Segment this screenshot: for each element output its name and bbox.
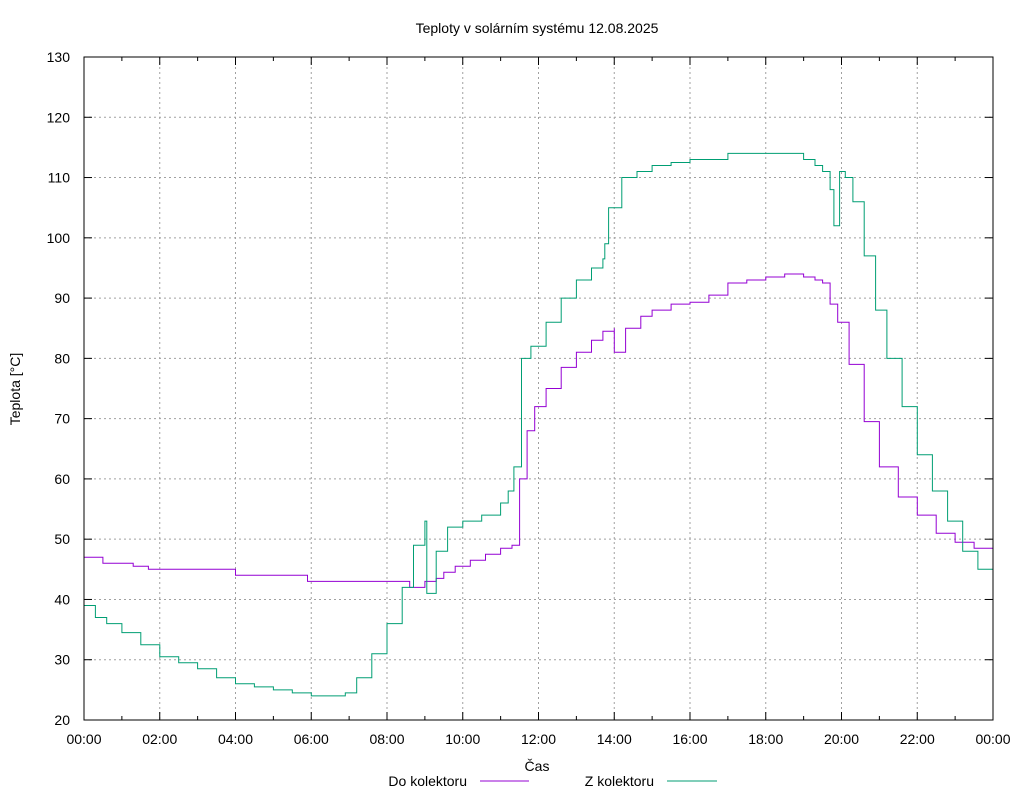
y-tick-label: 130 bbox=[47, 49, 71, 65]
y-tick-label: 50 bbox=[54, 531, 70, 547]
y-tick-label: 30 bbox=[54, 652, 70, 668]
y-tick-label: 20 bbox=[54, 712, 70, 728]
x-tick-label: 20:00 bbox=[824, 731, 859, 747]
x-tick-label: 22:00 bbox=[900, 731, 935, 747]
legend-label-1: Z kolektoru bbox=[585, 773, 654, 789]
y-tick-label: 90 bbox=[54, 290, 70, 306]
y-tick-label: 60 bbox=[54, 471, 70, 487]
x-tick-label: 12:00 bbox=[521, 731, 556, 747]
x-tick-label: 18:00 bbox=[748, 731, 783, 747]
y-tick-label: 120 bbox=[47, 109, 71, 125]
x-tick-label: 02:00 bbox=[142, 731, 177, 747]
y-tick-label: 80 bbox=[54, 350, 70, 366]
chart-title: Teploty v solárním systému 12.08.2025 bbox=[416, 20, 659, 36]
legend: Do kolektoru Z kolektoru bbox=[388, 773, 717, 789]
x-tick-label: 16:00 bbox=[672, 731, 707, 747]
series-line-0 bbox=[84, 273, 994, 588]
y-tick-label: 40 bbox=[54, 591, 70, 607]
y-tick-label: 110 bbox=[48, 170, 71, 186]
x-tick-label: 00:00 bbox=[975, 731, 1010, 747]
grid bbox=[84, 57, 993, 720]
series-line-1 bbox=[84, 152, 994, 697]
x-axis-label: Čas bbox=[525, 758, 550, 774]
legend-label-0: Do kolektoru bbox=[388, 773, 467, 789]
x-tick-label: 14:00 bbox=[597, 731, 632, 747]
x-tick-label: 08:00 bbox=[369, 731, 404, 747]
x-tick-label: 04:00 bbox=[218, 731, 253, 747]
x-tick-label: 10:00 bbox=[445, 731, 480, 747]
y-axis-label: Teplota [°C] bbox=[7, 353, 23, 426]
axis-ticks: 20 30 40 50 60 70 80 90 100 110 120 130 00:00 02:00 04… bbox=[47, 49, 1011, 747]
y-tick-label: 100 bbox=[47, 230, 71, 246]
y-tick-label: 70 bbox=[54, 411, 70, 427]
x-tick-label: 06:00 bbox=[294, 731, 329, 747]
series-layer bbox=[84, 152, 994, 697]
x-tick-label: 00:00 bbox=[66, 731, 101, 747]
